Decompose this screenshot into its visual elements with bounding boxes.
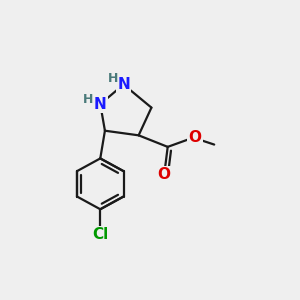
Text: H: H [83, 94, 93, 106]
Text: O: O [158, 167, 171, 182]
Text: O: O [189, 130, 202, 145]
Text: H: H [108, 71, 118, 85]
Text: Cl: Cl [92, 227, 108, 242]
Text: N: N [117, 77, 130, 92]
Text: N: N [94, 97, 107, 112]
